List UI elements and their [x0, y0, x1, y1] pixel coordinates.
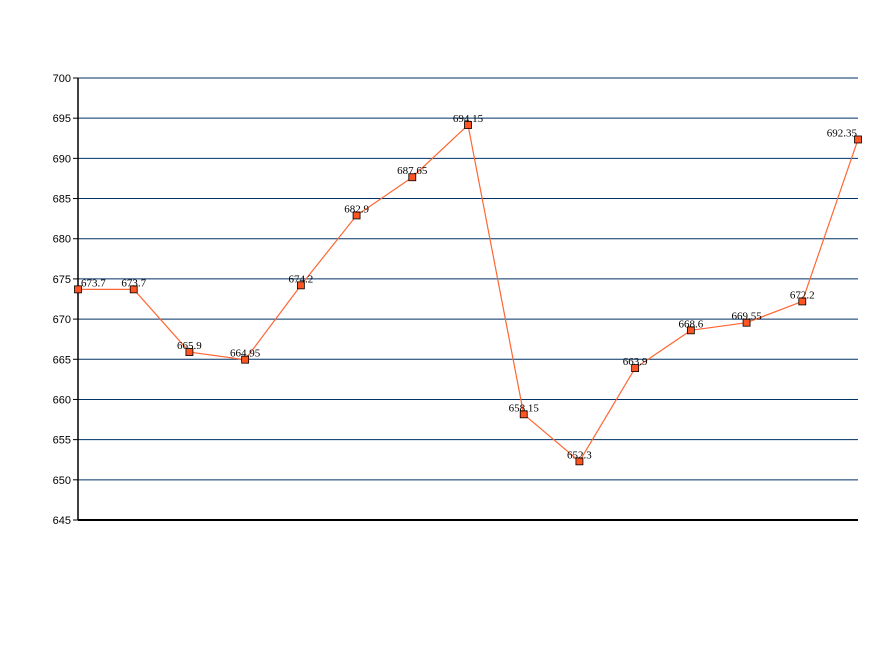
series-markers: [74, 121, 862, 466]
y-tick-label: 655: [53, 435, 71, 447]
series-line: [78, 123, 859, 463]
data-point-marker: [296, 281, 305, 290]
y-axis-tick-labels: 645 650 655 660 665 670 675 680 685 690 695 700: [53, 73, 78, 527]
y-tick-label: 690: [53, 153, 71, 165]
y-tick-label: 660: [53, 394, 71, 406]
data-point-marker: [631, 364, 640, 373]
data-point-marker: [742, 318, 751, 327]
data-label: 692.35: [827, 127, 858, 139]
data-label: 663.9: [623, 356, 648, 368]
data-label: 673.7: [121, 277, 146, 289]
data-point-marker: [519, 410, 528, 419]
series-polyline: [78, 123, 859, 463]
y-tick-label: 675: [53, 274, 71, 286]
data-label: 687.65: [397, 165, 428, 177]
data-label: 674.2: [288, 273, 313, 285]
y-tick-label: 650: [53, 475, 71, 487]
gridlines: [78, 77, 858, 481]
data-point-marker: [464, 121, 472, 129]
data-label: 672.2: [790, 289, 815, 301]
data-point-marker: [129, 285, 138, 294]
data-label: 658.15: [509, 402, 540, 414]
data-point-marker: [798, 297, 807, 306]
y-tick-label: 700: [53, 73, 71, 85]
data-point-marker: [352, 211, 361, 220]
data-label: 694.15: [453, 113, 484, 125]
data-point-marker: [575, 457, 584, 466]
data-point-marker: [854, 135, 862, 144]
data-point-marker: [686, 326, 695, 335]
data-label: 652.3: [567, 449, 592, 461]
data-label: 669.55: [731, 311, 762, 323]
data-point-marker: [408, 173, 417, 182]
data-labels: 673.7 673.7 665.9 664.95 674.2 682.9 687.65 694…: [81, 113, 858, 461]
data-label: 664.95: [230, 348, 261, 360]
data-label: 673.7: [81, 277, 106, 289]
data-point-marker: [185, 348, 194, 356]
axes: [77, 78, 858, 521]
data-label: 665.9: [177, 340, 202, 352]
y-tick-label: 685: [53, 194, 71, 206]
y-tick-label: 665: [53, 354, 71, 366]
data-label: 668.6: [678, 318, 703, 330]
y-tick-label: 680: [53, 234, 71, 246]
data-point-marker: [241, 355, 250, 364]
y-tick-label: 645: [53, 515, 71, 527]
y-tick-label: 670: [53, 314, 71, 326]
data-point-marker: [74, 285, 82, 294]
data-label: 682.9: [344, 203, 369, 215]
y-tick-label: 695: [53, 113, 71, 125]
